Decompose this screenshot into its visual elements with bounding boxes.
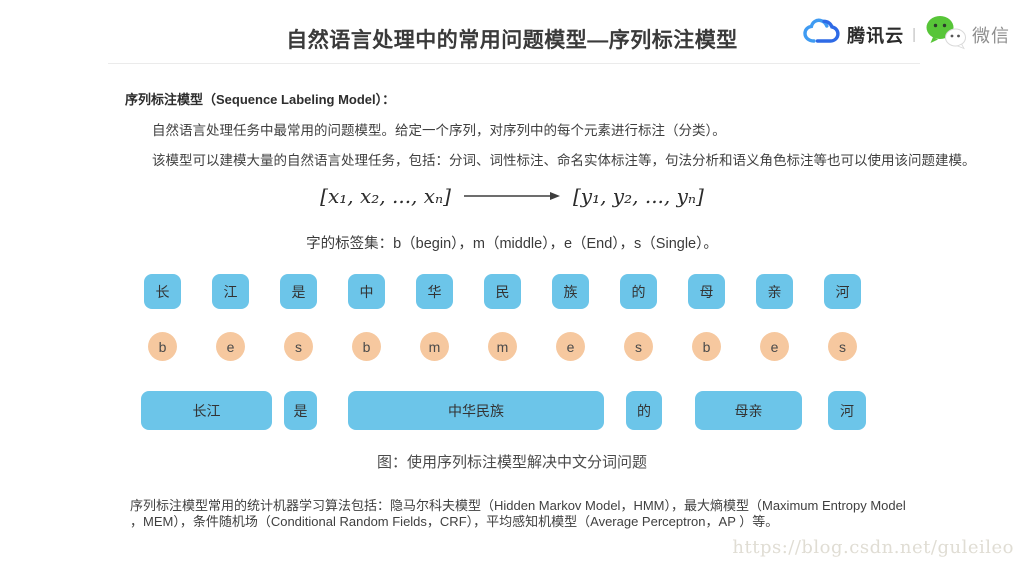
char-box: 母 [688,274,725,309]
algorithms-paragraph: 序列标注模型常用的统计机器学习算法包括：隐马尔科夫模型（Hidden Marko… [130,498,906,529]
label-circle: m [420,332,449,361]
brand-bar: 腾讯云 | 微信 [801,14,1010,55]
word-box: 中华民族 [348,391,604,430]
algorithms-line-2: ，MEM），条件随机场（Conditional Random Fields，CR… [130,513,779,529]
tencent-cloud-label: 腾讯云 [847,25,905,46]
wechat-icon [924,14,968,55]
label-circle: s [828,332,857,361]
char-box: 长 [144,274,181,309]
wechat-label: 微信 [972,25,1010,46]
label-circle: b [352,332,381,361]
char-box: 民 [484,274,521,309]
label-circle: s [624,332,653,361]
word-box: 河 [828,391,866,430]
formula-input-sequence: [x₁, x₂, ..., xₙ] [320,184,451,208]
word-box: 长江 [141,391,272,430]
char-box: 亲 [756,274,793,309]
label-circle: e [760,332,789,361]
char-box: 江 [212,274,249,309]
word-box: 的 [626,391,662,430]
char-box: 华 [416,274,453,309]
sequence-mapping-formula: [x₁, x₂, ..., xₙ] [y₁, y₂, ..., yₙ] [0,184,1024,208]
char-box: 的 [620,274,657,309]
algorithms-line-1: 序列标注模型常用的统计机器学习算法包括：隐马尔科夫模型（Hidden Marko… [130,498,906,513]
label-circle: b [692,332,721,361]
label-circle: m [488,332,517,361]
watermark-url: https://blog.csdn.net/guleileo [732,537,1014,558]
word-box: 母亲 [695,391,802,430]
brand-separator: | [912,26,916,43]
char-box: 是 [280,274,317,309]
title-divider [108,63,920,64]
tencent-cloud-icon [801,17,843,52]
intro-paragraph-2: 该模型可以建模大量的自然语言处理任务，包括：分词、词性标注、命名实体标注等，句法… [152,153,976,168]
label-circle: e [216,332,245,361]
char-box: 河 [824,274,861,309]
figure-caption: 图：使用序列标注模型解决中文分词问题 [376,454,647,471]
label-circle: b [148,332,177,361]
word-box: 是 [284,391,317,430]
label-set-definition: 字的标签集：b（begin），m（middle），e（End），s（Single… [306,236,718,252]
label-circle: s [284,332,313,361]
char-box: 中 [348,274,385,309]
section-heading: 序列标注模型（Sequence Labeling Model）： [125,92,396,107]
label-circle: e [556,332,585,361]
char-box: 族 [552,274,589,309]
intro-paragraph-1: 自然语言处理任务中最常用的问题模型。给定一个序列，对序列中的每个元素进行标注（分… [152,123,726,138]
page-title: 自然语言处理中的常用问题模型—序列标注模型 [286,29,738,52]
formula-output-sequence: [y₁, y₂, ..., yₙ] [572,184,704,208]
maps-to-arrow-icon [463,192,560,200]
